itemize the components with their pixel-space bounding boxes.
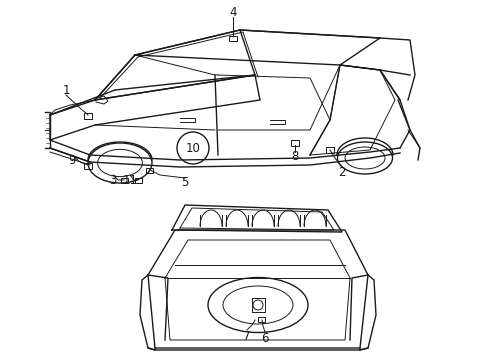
Bar bbox=[84, 113, 92, 119]
Bar bbox=[291, 140, 299, 146]
Text: 4: 4 bbox=[229, 5, 237, 18]
Text: 9: 9 bbox=[68, 153, 76, 166]
Text: 7: 7 bbox=[243, 329, 251, 342]
Text: 1: 1 bbox=[62, 84, 70, 96]
Text: 5: 5 bbox=[181, 176, 189, 189]
Bar bbox=[121, 178, 128, 183]
Text: 6: 6 bbox=[261, 332, 269, 345]
Bar bbox=[135, 178, 142, 183]
Bar bbox=[229, 36, 237, 41]
Text: 8: 8 bbox=[292, 150, 299, 163]
Bar bbox=[326, 147, 334, 153]
Text: 2: 2 bbox=[338, 166, 346, 179]
Text: 11: 11 bbox=[122, 174, 138, 186]
Bar bbox=[146, 168, 153, 173]
Text: 3: 3 bbox=[109, 174, 117, 186]
Bar bbox=[84, 163, 92, 169]
Text: 10: 10 bbox=[186, 141, 200, 154]
Bar bbox=[258, 317, 265, 322]
